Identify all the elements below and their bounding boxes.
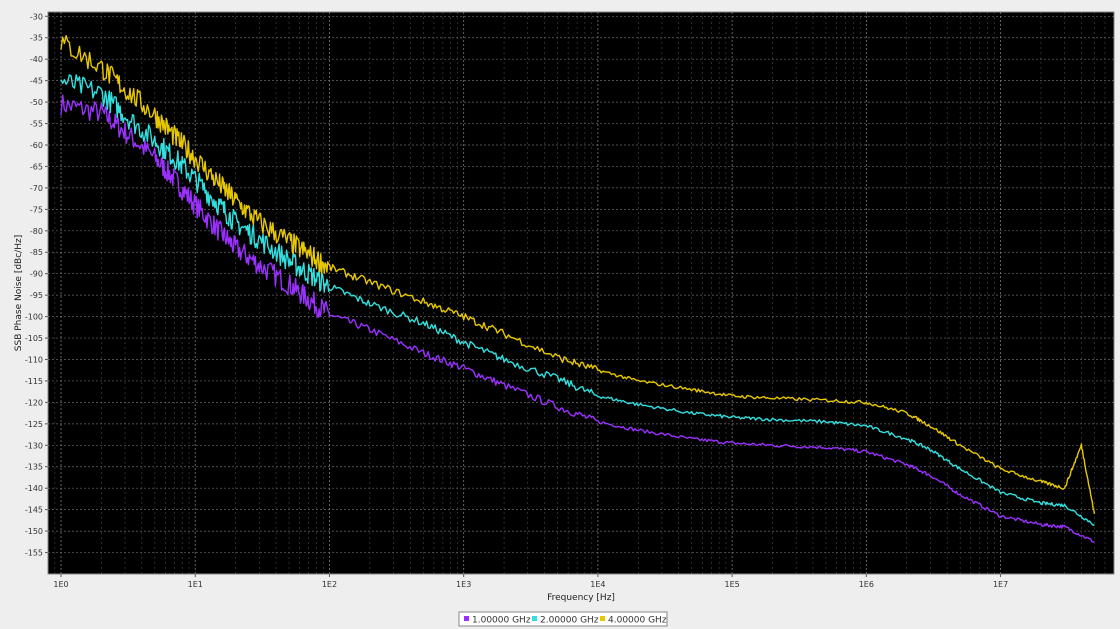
y-tick-label: -50 xyxy=(30,98,43,107)
y-tick-label: -115 xyxy=(25,377,43,386)
plot-border xyxy=(47,11,1115,575)
y-tick-label: -85 xyxy=(30,248,43,257)
y-tick-label: -65 xyxy=(30,162,43,171)
y-tick-label: -120 xyxy=(25,398,43,407)
y-tick-label: -70 xyxy=(30,184,43,193)
y-axis-title: SSB Phase Noise [dBc/Hz] xyxy=(14,235,24,351)
y-tick-label: -75 xyxy=(30,205,43,214)
y-tick-label: -125 xyxy=(25,420,43,429)
y-tick-label: -35 xyxy=(30,34,43,43)
plot-background xyxy=(48,12,1114,574)
y-tick-label: -145 xyxy=(25,506,43,515)
legend-box xyxy=(458,611,668,627)
x-tick-label: 1E3 xyxy=(456,580,471,589)
y-tick-label: -45 xyxy=(30,77,43,86)
y-tick-label: -55 xyxy=(30,120,43,129)
x-tick-label: 1E0 xyxy=(53,580,68,589)
legend-label: 1.00000 GHz xyxy=(472,616,531,626)
legend: 1.00000 GHz 2.00000 GHz 4.00000 GHz xyxy=(458,611,668,627)
tick-labels: -30 -35 -40 -45 -50 -55 -60 -65 -70 -75 -80 -85 -90 -… xyxy=(25,11,1115,589)
x-tick-label: 1E6 xyxy=(859,580,874,589)
y-tick-label: -155 xyxy=(25,549,43,558)
y-tick-label: -130 xyxy=(25,441,43,450)
y-tick-label: -100 xyxy=(25,313,43,322)
y-tick-label: -60 xyxy=(30,141,43,150)
series-line-2 xyxy=(60,74,1095,526)
x-tick-label: 1E2 xyxy=(322,580,337,589)
y-tick-label: -135 xyxy=(25,463,43,472)
y-tick-label: -140 xyxy=(25,484,43,493)
y-tick-label: -30 xyxy=(30,12,43,21)
legend-swatch xyxy=(532,616,537,621)
y-tick-label: -90 xyxy=(30,270,43,279)
series-layer xyxy=(60,35,1096,543)
y-tick-label: -150 xyxy=(25,527,43,536)
y-tick-label: -95 xyxy=(30,291,43,300)
x-tick-label: 1E5 xyxy=(725,580,740,589)
y-tick-label: -80 xyxy=(30,227,43,236)
legend-swatch xyxy=(464,616,469,621)
minor-grid xyxy=(54,12,1106,574)
x-axis-title: Frequency [Hz] xyxy=(547,593,615,603)
y-tick-label: -40 xyxy=(30,55,43,64)
series-line-1 xyxy=(60,94,1095,543)
series-line-3 xyxy=(60,35,1096,515)
legend-label: 2.00000 GHz xyxy=(540,616,599,626)
x-tick-label: 1E4 xyxy=(590,580,605,589)
y-tick-label: -110 xyxy=(25,355,43,364)
x-tick-label: 1E7 xyxy=(993,580,1008,589)
legend-label: 4.00000 GHz xyxy=(608,616,667,626)
y-tick-label: -105 xyxy=(25,334,43,343)
legend-swatch xyxy=(600,616,605,621)
x-tick-label: 1E1 xyxy=(188,580,203,589)
